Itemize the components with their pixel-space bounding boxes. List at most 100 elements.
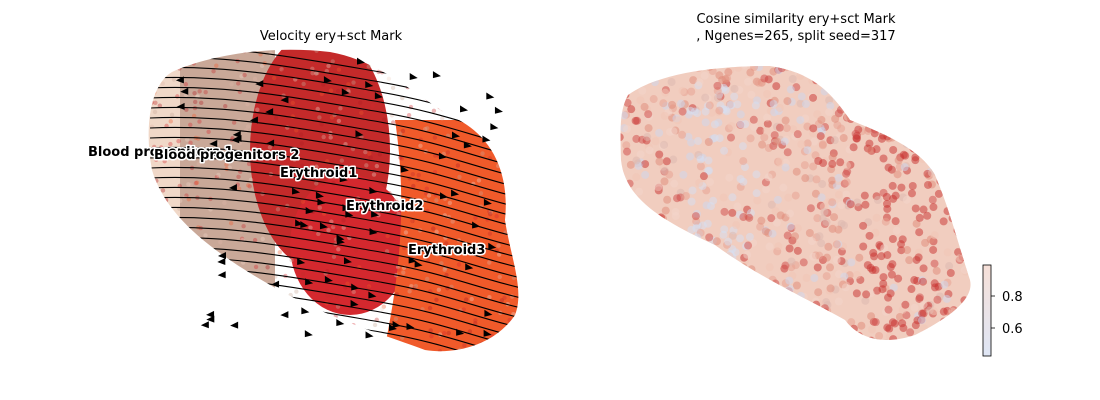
cosine-cell-point (891, 217, 900, 226)
cell-point (496, 243, 501, 248)
cosine-cell-point (809, 252, 818, 261)
cell-point (425, 97, 431, 102)
cell-point (286, 298, 292, 303)
cosine-cell-point (796, 291, 805, 300)
cell-point (439, 62, 444, 67)
cosine-cell-point (917, 113, 926, 122)
velocity-arrowhead (280, 311, 289, 319)
cosine-cell-point (798, 311, 807, 320)
cosine-cell-point (921, 66, 930, 72)
cosine-cell-point (964, 143, 971, 152)
cosine-cell-point (703, 329, 712, 338)
cell-point (251, 43, 255, 47)
cosine-cell-point (950, 129, 959, 138)
cosine-cell-point (907, 285, 916, 294)
cell-point (247, 153, 253, 159)
cosine-cell-point (705, 233, 714, 242)
cell-point (255, 107, 260, 112)
cell-point (365, 54, 370, 59)
cosine-cell-point (696, 162, 705, 171)
cosine-cell-point (964, 157, 971, 166)
cosine-cell-point (641, 160, 650, 169)
streamline (149, 196, 519, 263)
cosine-cell-point (694, 137, 703, 146)
cosine-cell-point (846, 200, 855, 209)
cosine-cell-point (830, 136, 839, 145)
cosine-cell-point (914, 253, 923, 262)
cell-point (505, 145, 511, 150)
cell-point (241, 297, 247, 303)
cosine-cell-point (903, 246, 912, 255)
cell-point (362, 244, 368, 250)
cell-point (153, 211, 159, 217)
cosine-cell-point (889, 145, 898, 154)
cell-point (519, 243, 523, 247)
cosine-cell-point (797, 140, 806, 149)
cosine-cell-point (740, 163, 749, 172)
cosine-cell-point (695, 178, 704, 187)
cosine-cell-point (686, 106, 695, 115)
cosine-cell-point (770, 131, 779, 140)
cosine-cell-point (911, 204, 920, 213)
cosine-cell-point (622, 245, 631, 254)
cosine-cell-point (918, 155, 927, 164)
cosine-cell-point (857, 321, 866, 330)
cosine-cell-point (872, 213, 881, 222)
cell-point (314, 355, 318, 359)
cosine-cell-point (705, 66, 714, 71)
cosine-cell-point (930, 134, 939, 143)
cell-point (427, 305, 433, 311)
cosine-cell-point (897, 246, 906, 255)
velocity-arrowhead (180, 87, 189, 95)
cosine-cell-point (758, 280, 767, 289)
cell-point (503, 138, 508, 143)
cosine-cell-point (639, 274, 648, 283)
cosine-cell-point (748, 298, 757, 307)
cosine-cell-point (730, 84, 739, 93)
cosine-cell-point (951, 107, 960, 116)
cosine-cell-point (960, 266, 969, 275)
cosine-cell-point (917, 108, 926, 117)
cell-point (157, 53, 162, 59)
cosine-cell-point (728, 231, 737, 240)
cosine-cell-point (955, 254, 964, 263)
cosine-cell-point (722, 313, 731, 322)
cell-point (185, 152, 190, 157)
cell-point (496, 53, 502, 58)
cosine-cell-point (736, 110, 745, 119)
cosine-cell-point (809, 124, 818, 133)
cell-point (394, 200, 400, 205)
cell-point (459, 99, 465, 105)
cell-point (242, 72, 247, 78)
cosine-cell-point (720, 207, 729, 216)
cell-point (491, 85, 496, 90)
cell-point (508, 116, 514, 122)
cosine-cell-point (686, 152, 695, 161)
cosine-cell-point (853, 270, 862, 279)
streamline (149, 156, 519, 223)
cell-point (393, 316, 399, 322)
velocity-arrowhead (292, 187, 301, 195)
cosine-cell-point (623, 273, 632, 282)
cosine-cell-point (868, 325, 877, 334)
cosine-cell-point (822, 253, 831, 262)
cosine-cell-point (923, 211, 932, 220)
cell-point (458, 98, 463, 104)
cosine-cell-point (839, 133, 848, 142)
cosine-cell-point (675, 294, 684, 303)
cosine-cell-point (854, 97, 863, 106)
cell-point (487, 260, 492, 265)
cosine-cell-point (725, 173, 734, 182)
cell-point (294, 289, 299, 294)
cosine-cell-point (648, 282, 657, 291)
cosine-cell-point (768, 282, 777, 291)
cosine-cell-point (715, 71, 724, 80)
cosine-cell-point (864, 115, 873, 124)
cosine-cell-point (832, 255, 841, 264)
cosine-cell-point (835, 348, 843, 356)
cosine-cell-point (930, 307, 939, 316)
cosine-cell-point (701, 93, 710, 102)
cosine-cell-point (834, 297, 843, 306)
cell-point (151, 304, 157, 310)
cosine-cell-point (721, 56, 729, 64)
